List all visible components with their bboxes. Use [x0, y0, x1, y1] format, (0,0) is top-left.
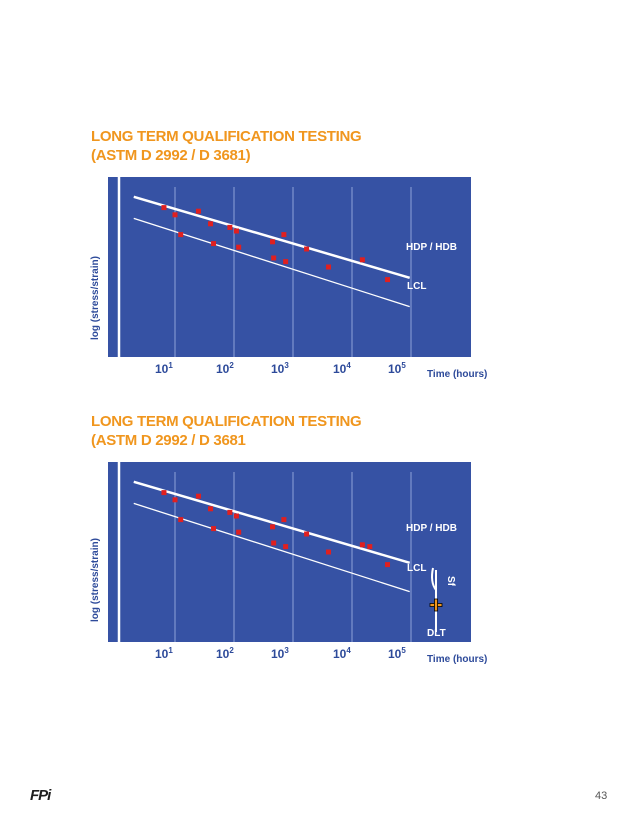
data-point [270, 524, 276, 530]
crosshair-icon [429, 598, 443, 612]
x-axis-label: Time (hours) [427, 369, 488, 380]
data-point [304, 531, 310, 537]
data-point [233, 513, 239, 519]
x-tick-exp: 5 [401, 646, 406, 655]
hdb-label: HDP / HDB [406, 242, 457, 253]
x-tick-base: 10 [388, 647, 402, 661]
x-tick-label: 103 [271, 361, 289, 376]
page-number: 43 [595, 790, 608, 802]
hdb-line [133, 195, 411, 279]
x-tick-base: 10 [271, 362, 285, 376]
chart-plot: HDP / HDB LCL [117, 177, 457, 357]
data-point [326, 549, 332, 555]
title-line-2: (ASTM D 2992 / D 3681) [91, 147, 251, 164]
sf-label: Sf [445, 576, 456, 587]
data-point [178, 517, 184, 523]
data-point [195, 208, 201, 214]
x-tick-label: 104 [333, 361, 351, 376]
data-point [385, 562, 391, 568]
data-point [211, 526, 217, 532]
x-tick-base: 10 [388, 362, 402, 376]
data-point [283, 544, 289, 550]
data-point [385, 277, 391, 283]
x-tick-label: 103 [271, 646, 289, 661]
data-point [161, 490, 167, 496]
x-tick-exp: 3 [284, 361, 289, 370]
data-point [161, 205, 167, 211]
x-tick-label: 102 [216, 361, 234, 376]
hdb-line [133, 480, 411, 564]
x-tick-exp: 4 [346, 646, 351, 655]
x-tick-label: 101 [155, 646, 173, 661]
data-point [359, 542, 365, 548]
data-point [236, 529, 242, 535]
x-tick-exp: 1 [168, 646, 173, 655]
data-point [208, 506, 214, 512]
x-tick-base: 10 [333, 647, 347, 661]
data-point [227, 224, 233, 230]
slide-1: LONG TERM QUALIFICATION TESTING (ASTM D … [0, 0, 638, 380]
x-tick-exp: 4 [346, 361, 351, 370]
chart-panel: HDP / HDB LCL Sf DLT [108, 462, 471, 642]
x-tick-base: 10 [333, 362, 347, 376]
title-line-1: LONG TERM QUALIFICATION TESTING [91, 128, 362, 145]
slide-title: LONG TERM QUALIFICATION TESTING (ASTM D … [91, 412, 362, 450]
dlt-label: DLT [427, 628, 446, 639]
x-tick-base: 10 [155, 647, 169, 661]
x-tick-label: 105 [388, 646, 406, 661]
x-tick-exp: 1 [168, 361, 173, 370]
x-tick-base: 10 [271, 647, 285, 661]
data-point [271, 540, 277, 546]
title-line-1: LONG TERM QUALIFICATION TESTING [91, 413, 362, 430]
hdb-label: HDP / HDB [406, 523, 457, 534]
data-point [283, 259, 289, 265]
x-tick-base: 10 [216, 647, 230, 661]
x-tick-exp: 2 [229, 361, 234, 370]
data-point [270, 239, 276, 245]
x-tick-label: 102 [216, 646, 234, 661]
data-point [178, 232, 184, 238]
data-point [326, 264, 332, 270]
data-point [367, 544, 373, 550]
x-tick-base: 10 [155, 362, 169, 376]
data-point [195, 493, 201, 499]
x-tick-label: 105 [388, 361, 406, 376]
data-point [281, 232, 287, 238]
lcl-label: LCL [407, 281, 426, 292]
data-point [236, 244, 242, 250]
x-tick-exp: 3 [284, 646, 289, 655]
chart-plot: HDP / HDB LCL Sf DLT [117, 462, 457, 642]
x-axis-label: Time (hours) [427, 654, 488, 665]
data-point [172, 497, 178, 503]
data-point [233, 228, 239, 234]
title-line-2: (ASTM D 2992 / D 3681 [91, 432, 246, 449]
data-point [227, 509, 233, 515]
slide-2: LONG TERM QUALIFICATION TESTING (ASTM D … [0, 0, 638, 665]
x-tick-base: 10 [216, 362, 230, 376]
x-tick-label: 104 [333, 646, 351, 661]
x-tick-exp: 5 [401, 361, 406, 370]
x-tick-exp: 2 [229, 646, 234, 655]
data-point [172, 212, 178, 218]
fpi-logo: FPi [30, 787, 51, 804]
data-point [271, 255, 277, 261]
chart-panel: HDP / HDB LCL [108, 177, 471, 357]
slide-title: LONG TERM QUALIFICATION TESTING (ASTM D … [91, 127, 362, 165]
data-point [208, 221, 214, 227]
data-point [359, 257, 365, 263]
data-point [211, 241, 217, 247]
lcl-label: LCL [407, 563, 426, 574]
data-point [281, 517, 287, 523]
y-axis-label: log (stress/strain) [90, 538, 101, 622]
data-point [304, 246, 310, 252]
x-tick-label: 101 [155, 361, 173, 376]
